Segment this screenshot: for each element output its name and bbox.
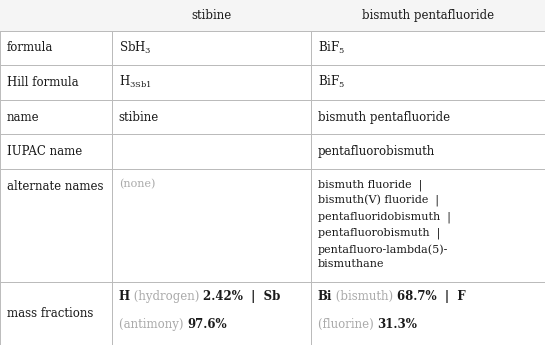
Bar	[311, 134, 545, 169]
Text: bismuth pentafluoride: bismuth pentafluoride	[362, 9, 494, 22]
Text: (hydrogen): (hydrogen)	[130, 290, 203, 303]
Text: stibine: stibine	[191, 9, 231, 22]
Text: 68.7%  |  F: 68.7% | F	[397, 290, 466, 303]
Bar	[112, 283, 311, 345]
Text: (antimony): (antimony)	[119, 318, 187, 331]
Text: 97.6%: 97.6%	[187, 318, 227, 331]
Bar	[311, 283, 545, 345]
Text: name: name	[7, 110, 40, 124]
Text: SbH$_{\mathregular{3}}$: SbH$_{\mathregular{3}}$	[119, 40, 152, 56]
Text: BiF$_{\mathregular{5}}$: BiF$_{\mathregular{5}}$	[318, 75, 345, 90]
Bar	[311, 30, 545, 65]
Bar	[311, 65, 545, 100]
Text: bismuth fluoride  |
bismuth(V) fluoride  |
pentafluoridobismuth  |
pentafluorobi: bismuth fluoride | bismuth(V) fluoride |…	[318, 179, 451, 269]
Text: (bismuth): (bismuth)	[332, 290, 397, 303]
Text: IUPAC name: IUPAC name	[7, 145, 82, 158]
Bar	[0, 65, 112, 100]
Text: 31.3%: 31.3%	[377, 318, 417, 331]
Text: (none): (none)	[119, 179, 155, 189]
Bar	[112, 0, 311, 30]
Text: BiF$_{\mathregular{5}}$: BiF$_{\mathregular{5}}$	[318, 40, 345, 56]
Bar	[311, 169, 545, 283]
Bar	[311, 100, 545, 134]
Bar	[311, 0, 545, 30]
Bar	[112, 169, 311, 283]
Text: alternate names: alternate names	[7, 180, 104, 193]
Bar	[112, 100, 311, 134]
Bar	[112, 134, 311, 169]
Bar	[112, 65, 311, 100]
Bar	[112, 0, 311, 30]
Text: pentafluorobismuth: pentafluorobismuth	[318, 145, 435, 158]
Text: stibine: stibine	[119, 110, 159, 124]
Bar	[0, 0, 112, 30]
Text: H: H	[119, 290, 130, 303]
Bar	[0, 30, 112, 65]
Text: H$_{\mathregular{3Sb}}$$_{\mathregular{1}}$: H$_{\mathregular{3Sb}}$$_{\mathregular{1…	[119, 75, 152, 90]
Text: mass fractions: mass fractions	[7, 307, 93, 320]
Text: Hill formula: Hill formula	[7, 76, 78, 89]
Text: formula: formula	[7, 41, 53, 54]
Bar	[311, 0, 545, 30]
Bar	[0, 169, 112, 283]
Bar	[112, 30, 311, 65]
Bar	[0, 0, 112, 30]
Bar	[0, 283, 112, 345]
Bar	[0, 134, 112, 169]
Text: 2.42%  |  Sb: 2.42% | Sb	[203, 290, 281, 303]
Text: Bi: Bi	[318, 290, 332, 303]
Text: (fluorine): (fluorine)	[318, 318, 377, 331]
Text: bismuth pentafluoride: bismuth pentafluoride	[318, 110, 450, 124]
Bar	[0, 100, 112, 134]
